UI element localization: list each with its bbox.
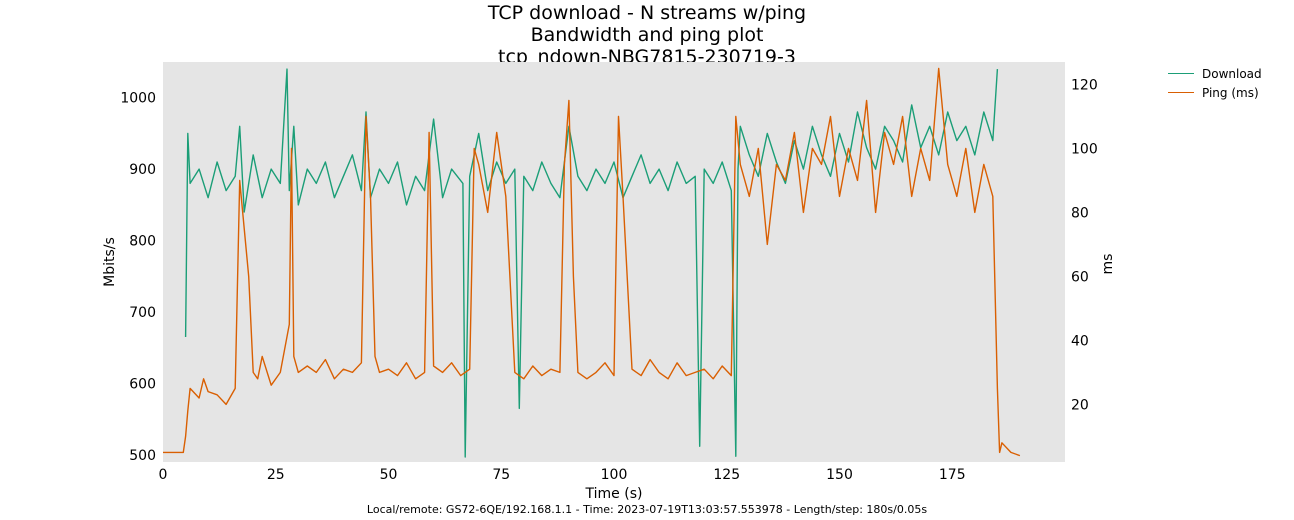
legend-swatch-download (1168, 73, 1194, 74)
chart-title: TCP download - N streams w/ping (487, 2, 807, 24)
x-tick-label: 50 (380, 467, 398, 483)
legend: Download Ping (ms) (1168, 64, 1262, 102)
y2-tick-label: 40 (1071, 333, 1089, 349)
x-tick-label: 150 (826, 467, 853, 483)
y-axis-left: 500 600 700 800 900 1000 (120, 91, 156, 464)
y-tick-label: 800 (129, 234, 156, 250)
y2-tick-label: 80 (1071, 205, 1089, 221)
y-axis-right: 20 40 60 80 100 120 (1071, 77, 1098, 413)
legend-item-download[interactable]: Download (1168, 64, 1262, 83)
legend-label-ping: Ping (ms) (1202, 85, 1259, 100)
chart-subtitle: Bandwidth and ping plot (530, 24, 764, 46)
series-line-ping (163, 67, 1021, 457)
y2-tick-label: 100 (1071, 141, 1098, 157)
y-tick-label: 900 (129, 162, 156, 178)
x-tick-label: 0 (159, 467, 168, 483)
x-tick-label: 175 (939, 467, 966, 483)
y2-tick-label: 60 (1071, 269, 1089, 285)
x-tick-label: 75 (492, 467, 510, 483)
chart-canvas: 0 25 50 75 100 125 150 175 5006007008009001000 … (102, 62, 1116, 500)
y2-axis-label: ms (1100, 254, 1116, 275)
y-axis-label: Mbits/s (102, 237, 118, 287)
y-tick-label: 700 (129, 305, 156, 321)
y-tick-label: 1000 (120, 91, 156, 107)
plot-area (163, 62, 1065, 462)
x-tick-label: 25 (267, 467, 285, 483)
legend-swatch-ping (1168, 92, 1194, 93)
footer-metadata: Local/remote: GS72-6QE/192.168.1.1 - Tim… (366, 503, 928, 516)
y2-tick-label: 20 (1071, 397, 1089, 413)
x-tick-label: 100 (601, 467, 628, 483)
legend-label-download: Download (1202, 66, 1262, 81)
legend-item-ping[interactable]: Ping (ms) (1168, 83, 1262, 102)
y2-tick-label: 120 (1071, 77, 1098, 93)
y-tick-label: 600 (129, 376, 156, 392)
x-axis: 0 25 50 75 100 125 150 175 (159, 467, 966, 483)
x-axis-label: Time (s) (585, 486, 643, 500)
x-tick-label: 125 (713, 467, 740, 483)
y-tick-label: 500 (129, 448, 156, 464)
series-layer (163, 67, 1021, 458)
